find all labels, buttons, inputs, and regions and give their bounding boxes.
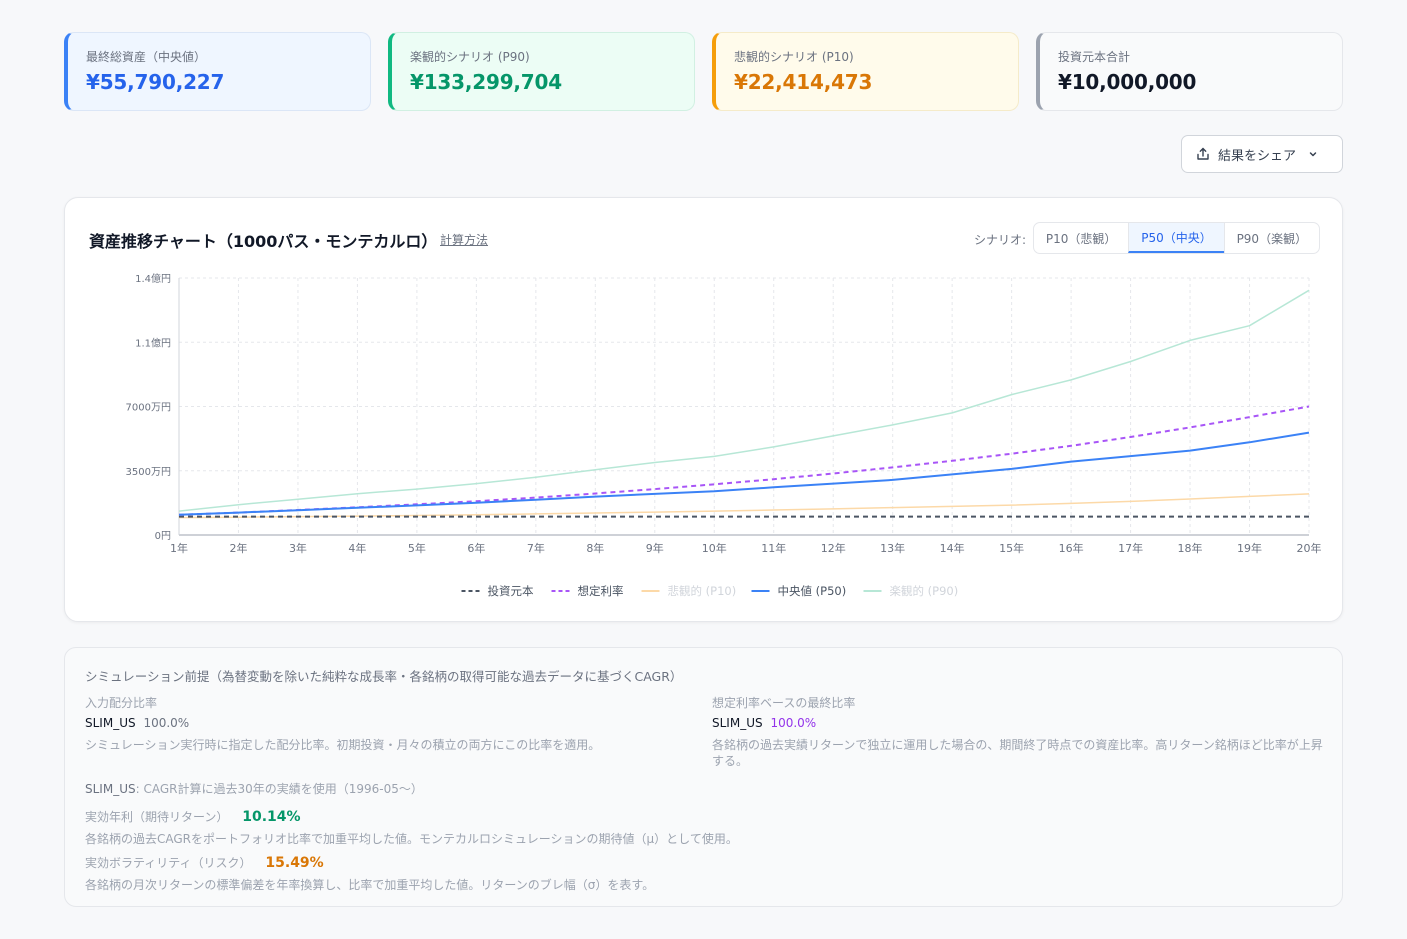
- expected-return-label: 実効年利（期待リターン）: [85, 810, 229, 824]
- legend-entry: 投資元本: [488, 584, 534, 598]
- asset-pct: 100.0%: [770, 716, 817, 730]
- scenario-toggle: P10（悲観） P50（中央） P90（楽観）: [1033, 222, 1320, 254]
- stat-value: ¥22,414,473: [734, 70, 873, 94]
- asset-projection-chart: 1年 2年 3年 4年 5年 6年 7年 8年 9年 10年 11年 12年 13年 14年 15年 16年 1…: [126, 272, 1322, 598]
- summary-stats: 最終総資産（中央値） ¥55,790,227 楽観的シナリオ (P90) ¥13…: [64, 32, 1343, 111]
- final-ratio-heading: 想定利率ベースの最終比率: [712, 696, 856, 710]
- stat-card-median: 最終総資産（中央値） ¥55,790,227: [64, 32, 371, 111]
- volatility-desc: 各銘柄の月次リターンの標準偏差を年率換算し、比率で加重平均した値。リターンのブレ…: [85, 878, 655, 892]
- tab-p10[interactable]: P10（悲観）: [1045, 231, 1117, 246]
- legend-entry: 楽観的 (P90): [890, 584, 959, 598]
- expected-return-value: 10.14%: [242, 809, 301, 825]
- expected-return-desc: 各銘柄の過去CAGRをポートフォリオ比率で加重平均した値。モンテカルロシミュレー…: [85, 832, 738, 846]
- x-tick-label: 6年: [467, 541, 485, 555]
- cagr-note: SLIM_US: CAGR計算に過去30年の実績を使用（1996-05〜）: [85, 780, 423, 797]
- stat-label: 悲観的シナリオ (P10): [734, 50, 854, 64]
- input-allocation-heading: 入力配分比率: [85, 696, 158, 710]
- stat-value: ¥10,000,000: [1058, 70, 1197, 94]
- x-tick-label: 9年: [646, 541, 664, 555]
- x-tick-label: 20年: [1297, 541, 1322, 555]
- x-tick-label: 5年: [408, 541, 426, 555]
- volatility-row: 実効ボラティリティ（リスク） 15.49%: [85, 854, 324, 871]
- series-line-1: [178, 405, 1310, 516]
- tab-p50[interactable]: P50（中央）: [1128, 223, 1224, 253]
- series-line-3: [178, 431, 1310, 516]
- assumptions-title: シミュレーション前提（為替変動を除いた純粋な成長率・各銘柄の取得可能な過去データ…: [85, 669, 683, 684]
- legend-entry: 悲観的 (P10): [668, 584, 737, 598]
- series-line-4: [178, 289, 1310, 512]
- y-tick-label: 0円: [155, 531, 171, 542]
- x-tick-label: 17年: [1118, 541, 1143, 555]
- final-ratio-desc-line1: 各銘柄の過去実績リターンで独立に運用した場合の、期間終了時点での資産比率。高リタ…: [712, 738, 1323, 752]
- stat-value: ¥55,790,227: [86, 70, 225, 94]
- y-tick-label: 3500万円: [126, 467, 171, 478]
- chevron-down-icon: [1309, 152, 1317, 157]
- calc-method-link[interactable]: 計算方法: [440, 233, 489, 247]
- x-tick-label: 14年: [940, 541, 965, 555]
- x-tick-label: 18年: [1178, 541, 1203, 555]
- cagr-note-text: : CAGR計算に過去30年の実績を使用（1996-05〜）: [135, 782, 423, 796]
- stat-card-principal: 投資元本合計 ¥10,000,000: [1036, 32, 1343, 111]
- x-tick-label: 3年: [289, 541, 307, 555]
- series-line-2: [178, 493, 1310, 519]
- y-tick-label: 1.4億円: [135, 272, 171, 285]
- x-tick-label: 2年: [229, 541, 247, 555]
- chart-title: 資産推移チャート（1000パス・モンテカルロ）: [89, 232, 438, 251]
- x-tick-label: 15年: [999, 541, 1024, 555]
- stat-card-pessimistic: 悲観的シナリオ (P10) ¥22,414,473: [712, 32, 1019, 111]
- x-tick-label: 4年: [348, 541, 366, 555]
- stat-label: 最終総資産（中央値）: [86, 50, 207, 64]
- tab-p90[interactable]: P90（楽観）: [1223, 223, 1319, 253]
- asset-name: SLIM_US: [85, 716, 136, 730]
- asset-name: SLIM_US: [712, 716, 763, 730]
- x-tick-label: 8年: [586, 541, 604, 555]
- final-ratio-desc-line2: する。: [712, 754, 749, 768]
- legend-entry: 想定利率: [578, 584, 624, 598]
- stat-label: 楽観的シナリオ (P90): [410, 50, 530, 64]
- legend-entry: 中央値 (P50): [778, 584, 847, 598]
- input-allocation-row: SLIM_US 100.0%: [85, 716, 189, 730]
- share-label: 結果をシェア: [1218, 148, 1297, 164]
- y-tick-label: 1.1億円: [135, 336, 171, 349]
- y-tick-label: 7000万円: [126, 403, 171, 414]
- x-tick-label: 11年: [761, 541, 786, 555]
- share-icon: [1197, 147, 1209, 160]
- volatility-value: 15.49%: [265, 855, 324, 871]
- x-tick-label: 13年: [880, 541, 905, 555]
- x-tick-label: 12年: [821, 541, 846, 555]
- simulation-assumptions-panel: シミュレーション前提（為替変動を除いた純粋な成長率・各銘柄の取得可能な過去データ…: [64, 647, 1343, 907]
- expected-return-row: 実効年利（期待リターン） 10.14%: [85, 808, 301, 825]
- volatility-label: 実効ボラティリティ（リスク）: [85, 856, 252, 870]
- stat-label: 投資元本合計: [1058, 50, 1131, 64]
- scenario-label: シナリオ:: [974, 233, 1027, 247]
- cagr-asset: SLIM_US: [85, 782, 136, 796]
- chart-card: 資産推移チャート（1000パス・モンテカルロ） 計算方法 シナリオ: P10（悲…: [64, 197, 1343, 622]
- stat-value: ¥133,299,704: [410, 70, 562, 94]
- stat-card-optimistic: 楽観的シナリオ (P90) ¥133,299,704: [388, 32, 695, 111]
- x-tick-label: 16年: [1059, 541, 1084, 555]
- input-allocation-desc: シミュレーション実行時に指定した配分比率。初期投資・月々の積立の両方にこの比率を…: [85, 738, 601, 752]
- x-tick-label: 7年: [527, 541, 545, 555]
- x-tick-label: 10年: [702, 541, 727, 555]
- x-tick-label: 1年: [170, 541, 188, 555]
- share-results-button[interactable]: 結果をシェア: [1181, 135, 1343, 173]
- asset-pct: 100.0%: [143, 716, 190, 730]
- final-ratio-row: SLIM_US 100.0%: [712, 716, 816, 730]
- x-tick-label: 19年: [1237, 541, 1262, 555]
